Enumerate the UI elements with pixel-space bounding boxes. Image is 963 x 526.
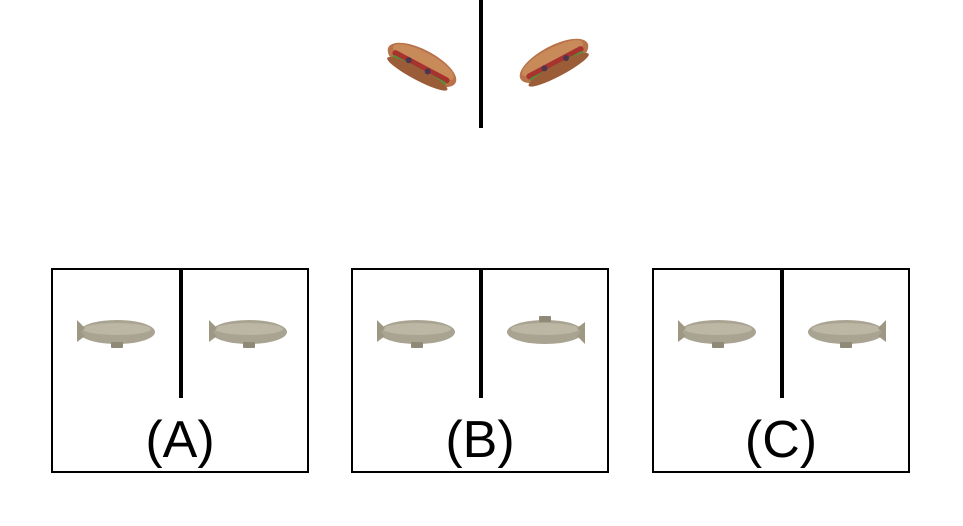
option-a[interactable]: (A) bbox=[51, 268, 309, 473]
blimp-icon bbox=[507, 316, 585, 344]
option-c[interactable]: (C) bbox=[652, 268, 910, 473]
example-pair bbox=[360, 0, 605, 128]
example-divider bbox=[479, 0, 483, 128]
option-label: (B) bbox=[445, 411, 515, 469]
blimp-icon bbox=[678, 320, 756, 348]
blimp-icon bbox=[77, 320, 155, 348]
option-label: (C) bbox=[744, 411, 818, 469]
sandwich-icon bbox=[387, 42, 457, 91]
option-divider bbox=[780, 270, 784, 398]
option-divider bbox=[179, 270, 183, 398]
blimp-icon bbox=[808, 320, 886, 348]
sandwich-icon bbox=[519, 38, 589, 87]
option-label: (A) bbox=[145, 411, 215, 469]
option-divider bbox=[479, 270, 483, 398]
blimp-icon bbox=[209, 320, 287, 348]
blimp-icon bbox=[377, 320, 455, 348]
option-b[interactable]: (B) bbox=[351, 268, 609, 473]
